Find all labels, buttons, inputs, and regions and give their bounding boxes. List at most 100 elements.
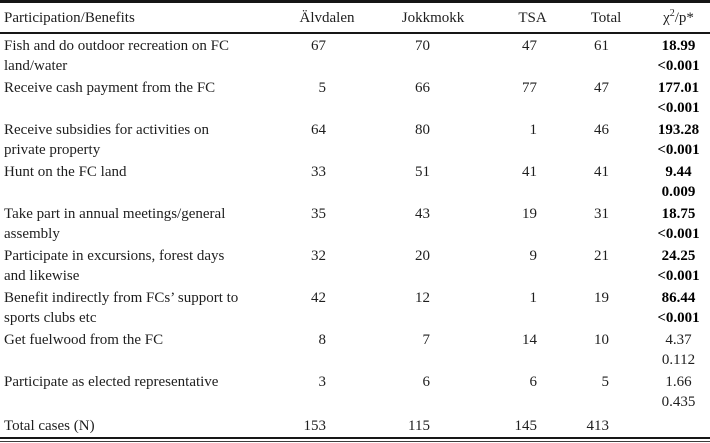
cell-alvdalen: 8 (318, 332, 327, 348)
row-label: Receive cash payment from the FC (4, 80, 216, 96)
total-cases-tsa: 145 (514, 418, 538, 434)
cell-tsa: 1 (529, 290, 538, 306)
p-value: <0.001 (657, 310, 700, 326)
cell-chi2-p: 177.01 <0.001 (613, 76, 710, 118)
cell-tsa: 77 (522, 80, 537, 96)
table-row: Receive cash payment from the FC 5 66 77… (0, 76, 710, 118)
p-value: <0.001 (657, 268, 700, 284)
cell-tsa: 47 (522, 38, 537, 54)
total-header-label: Total (590, 9, 622, 26)
p-value: <0.001 (657, 100, 700, 116)
column-header-total: Total (541, 1, 621, 34)
p-value: 0.435 (661, 394, 696, 410)
chi-superscript-2: 2 (669, 7, 675, 19)
cell-total: 21 (594, 248, 609, 264)
cell-alvdalen: 33 (311, 164, 326, 180)
tsa-header-label: TSA (518, 9, 547, 26)
cell-jokkmokk: 51 (415, 164, 430, 180)
cell-alvdalen: 5 (318, 80, 327, 96)
header-row: Participation/Benefits Älvdalen Jokkmokk… (0, 1, 710, 34)
cell-alvdalen: 67 (311, 38, 326, 54)
total-cases-alvdalen: 153 (303, 418, 327, 434)
table-body: Fish and do outdoor recreation on FC lan… (0, 33, 710, 412)
total-cases-label: Total cases (N) (4, 418, 95, 434)
cell-alvdalen: 32 (311, 248, 326, 264)
p-value: <0.001 (657, 226, 700, 242)
cell-tsa: 1 (529, 122, 538, 138)
cell-tsa: 9 (529, 248, 538, 264)
cell-alvdalen: 64 (311, 122, 326, 138)
table-row: Get fuelwood from the FC 8 7 14 10 4.37 … (0, 328, 710, 370)
cell-tsa: 41 (522, 164, 537, 180)
chi2-value: 9.44 (665, 164, 692, 180)
chi2-value: 24.25 (661, 248, 696, 264)
cell-tsa: 19 (522, 206, 537, 222)
table-row: Receive subsidies for activities on priv… (0, 118, 710, 160)
row-label: Benefit indirectly from FCs’ support to … (4, 290, 239, 326)
cell-jokkmokk: 80 (415, 122, 430, 138)
cell-total: 41 (594, 164, 609, 180)
cell-jokkmokk: 12 (415, 290, 430, 306)
total-cases-chi2-p (613, 412, 710, 438)
cell-chi2-p: 86.44 <0.001 (613, 286, 710, 328)
cell-total: 47 (594, 80, 609, 96)
cell-chi2-p: 24.25 <0.001 (613, 244, 710, 286)
p-value: 0.009 (661, 184, 696, 200)
cell-total: 10 (594, 332, 609, 348)
chi2-value: 86.44 (661, 290, 696, 306)
jokkmokk-header-label: Jokkmokk (401, 9, 465, 26)
row-label: Participate in excursions, forest days a… (4, 248, 225, 284)
p-value: 0.112 (661, 352, 696, 368)
total-cases-total: 413 (586, 418, 610, 434)
column-header-participation-benefits: Participation/Benefits (0, 1, 250, 34)
column-header-chi2-p: χ2/p* (613, 1, 710, 34)
row-label: Participate as elected representative (4, 374, 219, 390)
p-value: <0.001 (657, 58, 700, 74)
alvdalen-header-label: Älvdalen (299, 9, 355, 26)
chi2-value: 1.66 (665, 374, 692, 390)
chi2-value: 177.01 (657, 80, 700, 96)
cell-alvdalen: 35 (311, 206, 326, 222)
chi2-value: 18.75 (661, 206, 696, 222)
cell-chi2-p: 9.44 0.009 (613, 160, 710, 202)
row-label: Take part in annual meetings/general ass… (4, 206, 226, 242)
total-cases-row: Total cases (N) 153 115 145 413 (0, 412, 710, 438)
cell-jokkmokk: 70 (415, 38, 430, 54)
cell-jokkmokk: 6 (422, 374, 431, 390)
chi2-value: 193.28 (657, 122, 700, 138)
table-row: Benefit indirectly from FCs’ support to … (0, 286, 710, 328)
column-header-alvdalen: Älvdalen (250, 1, 354, 34)
cell-chi2-p: 1.66 0.435 (613, 370, 710, 412)
table-row: Participate as elected representative 3 … (0, 370, 710, 412)
column-header-tsa: TSA (434, 1, 547, 34)
cell-chi2-p: 4.37 0.112 (613, 328, 710, 370)
cell-total: 19 (594, 290, 609, 306)
cell-chi2-p: 18.99 <0.001 (613, 33, 710, 76)
cell-total: 46 (594, 122, 609, 138)
chi2-value: 4.37 (665, 332, 692, 348)
row-label: Get fuelwood from the FC (4, 332, 164, 348)
cell-total: 5 (601, 374, 610, 390)
cell-chi2-p: 18.75 <0.001 (613, 202, 710, 244)
cell-tsa: 6 (529, 374, 538, 390)
chi-p-suffix: /p* (674, 9, 694, 26)
table-row: Take part in annual meetings/general ass… (0, 202, 710, 244)
p-value: <0.001 (657, 142, 700, 158)
cell-alvdalen: 42 (311, 290, 326, 306)
row-label: Fish and do outdoor recreation on FC lan… (4, 38, 229, 74)
cell-jokkmokk: 7 (422, 332, 431, 348)
cell-tsa: 14 (522, 332, 537, 348)
table-row: Participate in excursions, forest days a… (0, 244, 710, 286)
chi2-value: 18.99 (661, 38, 696, 54)
row-label: Receive subsidies for activities on priv… (4, 122, 209, 158)
chi2-p-header-label: χ2/p* (663, 8, 694, 28)
cell-chi2-p: 193.28 <0.001 (613, 118, 710, 160)
cell-jokkmokk: 66 (415, 80, 430, 96)
total-cases-jokkmokk: 115 (408, 418, 430, 434)
chi-symbol: χ (663, 9, 670, 26)
cell-alvdalen: 3 (318, 374, 327, 390)
cell-jokkmokk: 20 (415, 248, 430, 264)
